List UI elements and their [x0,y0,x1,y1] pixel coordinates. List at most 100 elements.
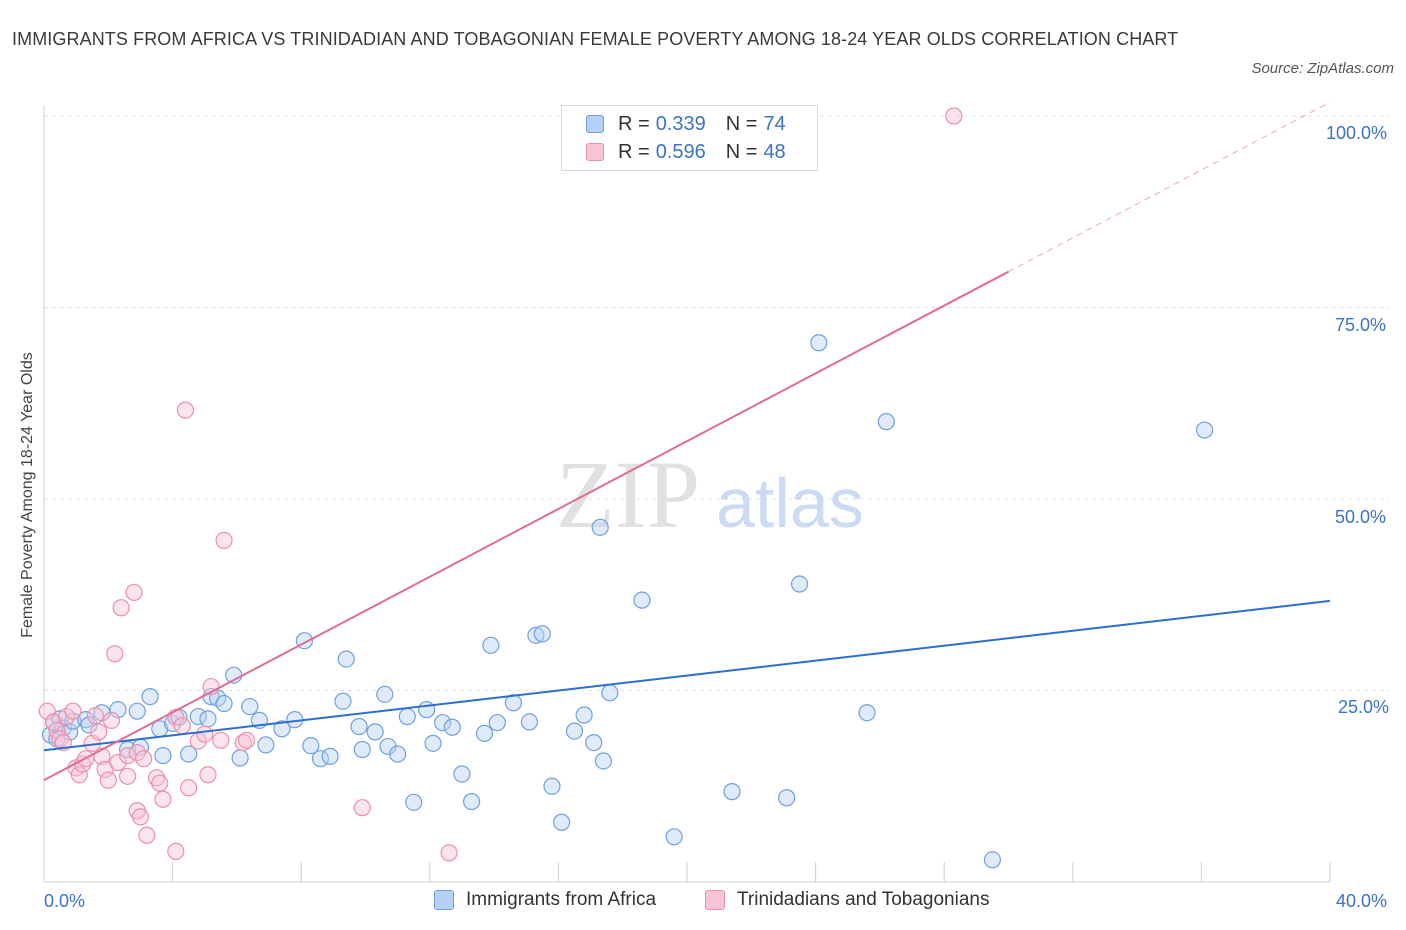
data-point [321,747,339,765]
data-point [135,750,153,768]
data-point [575,706,593,724]
data-point [64,702,82,720]
legend-item-trinidad[interactable]: Trinidadians and Tobagonians [705,889,989,911]
data-point [527,626,545,644]
data-point [118,747,137,765]
data-point [99,771,117,789]
legend-r-value: 0.596 [655,140,706,163]
gridlines [44,115,1390,691]
legend-r-label: R = [618,140,650,163]
y-tick-50: 50.0% [1335,507,1387,527]
data-point [128,743,146,762]
data-point [112,599,130,617]
legend-n-label: N = [725,140,758,163]
data-point [366,723,384,741]
x-tick-min: 0.0% [44,891,86,911]
legend-r-value: 0.339 [655,112,706,135]
data-point [520,713,539,731]
data-point [398,707,416,726]
data-point [151,774,169,792]
data-point [983,851,1002,869]
watermark-atlas: atlas [716,464,864,542]
data-point [154,790,172,808]
data-point [199,766,217,784]
y-tick-100: 100.0% [1326,123,1388,143]
watermark: ZIP atlas [556,441,864,548]
data-point [543,777,561,795]
data-point [118,767,137,785]
data-point [141,688,159,706]
data-point [633,591,651,609]
legend-label-africa: Immigrants from Africa [466,889,657,910]
legend-swatch-africa [434,890,454,910]
data-point [215,694,233,713]
y-tick-75: 75.0% [1335,315,1387,335]
stats-legend: R = 0.339 N = 74 R = 0.596 N = 48 [561,105,818,171]
data-point [424,734,442,752]
data-point [138,826,156,844]
data-point [778,789,796,807]
chart-source: Source: ZipAtlas.com [1251,60,1394,77]
legend-swatch-blue [586,115,604,133]
data-point [376,685,394,703]
data-point [1196,421,1214,439]
data-point [585,733,603,752]
data-point [131,808,150,826]
data-point [334,692,352,710]
data-point [723,783,741,801]
data-point [353,799,371,817]
data-point [173,717,191,735]
data-point [167,842,185,860]
data-point [90,723,108,741]
legend-swatch-pink [586,143,604,161]
data-point [80,716,98,734]
data-point [196,725,214,743]
data-point [302,737,320,755]
legend-row-africa: R = 0.339 N = 74 [586,111,792,137]
legend-r-label: R = [618,112,650,135]
legend-n-label: N = [725,112,758,135]
data-point [790,575,809,593]
data-point [594,752,613,770]
legend-item-africa[interactable]: Immigrants from Africa [434,889,656,911]
legend-n-value: 74 [763,112,786,135]
legend-n-value: 48 [763,140,786,163]
data-point [337,650,355,668]
data-point [237,731,256,749]
data-point [231,749,249,767]
data-point [86,707,105,725]
data-point [353,740,371,759]
data-point [858,704,876,722]
data-point [443,718,461,736]
watermark-zip: ZIP [556,441,700,548]
data-point [475,724,494,742]
data-point [234,733,252,752]
legend-row-trinidad: R = 0.596 N = 48 [586,139,792,165]
data-point [565,722,584,740]
trend-lines [43,101,1331,782]
legend-label-trinidad: Trinidadians and Tobagonians [737,889,990,910]
data-point [810,334,828,352]
data-point [462,792,481,811]
data-point [273,720,291,738]
data-point [877,413,895,431]
data-point [241,697,259,716]
x-tick-max: 40.0% [1336,891,1388,911]
data-point [553,813,571,831]
data-point [128,702,146,720]
trend-line-africa [43,599,1331,752]
data-point [488,714,506,732]
data-point [199,710,217,728]
data-point [77,711,95,729]
legend-swatch-trinidad [705,890,725,910]
data-point [453,765,471,783]
data-point [945,107,963,125]
data-point [180,779,198,797]
data-point [417,701,436,719]
data-point [665,828,683,846]
data-point [257,736,275,754]
data-point [38,702,56,720]
data-point [215,531,233,549]
trend-line-trinidad [43,270,1009,782]
data-point [212,731,230,749]
